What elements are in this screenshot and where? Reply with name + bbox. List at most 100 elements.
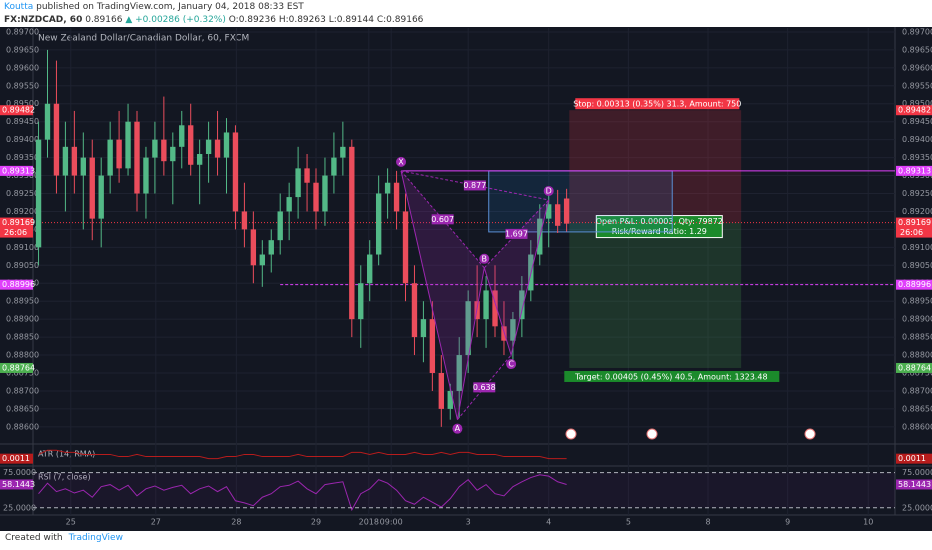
candle-body	[331, 157, 337, 176]
level-tag	[896, 217, 932, 238]
countdown: 26:06	[4, 228, 27, 237]
candle-body	[107, 139, 113, 176]
candle-body	[143, 157, 149, 194]
candle-body	[483, 290, 489, 320]
level-tag	[896, 105, 932, 116]
level-label: 0.89169	[2, 218, 35, 227]
candle-body	[367, 254, 373, 284]
stop-label: Stop: 0.00313 (0.35%) 31.3, Amount: 750	[573, 100, 741, 109]
candle-body	[277, 211, 283, 241]
candle-body	[188, 125, 194, 165]
pattern-fill	[484, 199, 549, 356]
atr-line-value: 0.0011	[2, 454, 30, 463]
ratio-bg	[431, 214, 454, 225]
y-tick-label: 0.88600	[6, 422, 39, 431]
y-tick-label: 0.89700	[902, 27, 932, 36]
candle-body	[304, 168, 310, 183]
candle-body	[420, 319, 427, 338]
pattern-ratio-line	[400, 170, 485, 269]
ratio-label: 0.877	[463, 181, 486, 190]
candle-body	[44, 103, 51, 140]
level-label: 0.88764	[898, 363, 931, 372]
candle-body	[179, 125, 185, 147]
candle-body	[501, 326, 507, 341]
y-tick-label: 0.89500	[6, 99, 39, 108]
level-tag	[0, 105, 33, 116]
y-tick-label: 0.88700	[6, 386, 39, 395]
x-tick-label: 5	[626, 518, 631, 527]
candle-body	[447, 390, 453, 409]
level-tag	[896, 279, 932, 290]
candle-body	[134, 121, 140, 194]
candle-body	[313, 182, 319, 212]
candle-body	[375, 193, 382, 255]
level-label: 0.89482	[2, 106, 35, 115]
candle-body	[295, 168, 301, 198]
level-tag	[896, 362, 932, 373]
y-tick-label: 0.89200	[902, 207, 932, 216]
high: H:0.89263	[278, 15, 326, 25]
brand[interactable]: TradingView	[68, 533, 123, 543]
candle-body	[223, 132, 230, 158]
level-label: 0.89169	[898, 218, 931, 227]
candle-body	[510, 319, 516, 341]
chart: New Zealand Dollar/Canadian Dollar, 60, …	[0, 27, 932, 531]
y-tick-label: 0.89650	[902, 45, 932, 54]
author[interactable]: Koutta	[4, 2, 34, 12]
candle-body	[241, 211, 248, 230]
candle-body	[563, 198, 570, 224]
rsi-line-tag	[896, 479, 932, 490]
x-tick-label: 09:00	[380, 518, 403, 527]
ratio-label: 0.638	[473, 383, 496, 392]
rsi-tick-label: 75.0000	[902, 468, 932, 477]
rsi-tick-label: 25.0000	[3, 503, 36, 512]
candle-body	[71, 146, 78, 176]
y-tick-label: 0.89350	[6, 153, 39, 162]
y-tick-label: 0.89050	[902, 261, 932, 270]
header-line: FX:NZDCAD, 60 0.89166 ▲ +0.00286 (+0.32%…	[4, 14, 423, 27]
pattern-point-bg	[452, 423, 463, 434]
y-tick-label: 0.89450	[6, 117, 39, 126]
y-tick-label: 0.89400	[6, 135, 39, 144]
candle-body	[170, 146, 176, 162]
candle-body	[286, 197, 292, 212]
range-box	[488, 170, 673, 233]
symbol: FX:NZDCAD, 60	[4, 15, 83, 25]
y-tick-label: 0.89600	[6, 63, 39, 72]
candle-body	[53, 103, 60, 176]
candle-body	[465, 301, 471, 356]
y-tick-label: 0.89200	[6, 207, 39, 216]
event-icon[interactable]	[565, 428, 577, 440]
ratio-label: 1.697	[505, 229, 528, 238]
candle-body	[268, 240, 274, 255]
y-tick-label: 0.88650	[6, 404, 39, 413]
candle-body	[411, 283, 418, 338]
pattern-point-bg	[543, 185, 554, 196]
y-tick-label: 0.88800	[6, 351, 39, 360]
candle-body	[205, 139, 212, 155]
ratio-bg	[463, 180, 486, 191]
y-tick-label: 0.88950	[6, 297, 39, 306]
candle-body	[62, 146, 69, 176]
pattern-point-bg	[479, 253, 490, 264]
event-icon[interactable]	[646, 428, 658, 440]
y-tick-label: 0.89550	[6, 81, 39, 90]
pattern-point-label: B	[482, 254, 488, 263]
candle-body	[250, 229, 257, 266]
pattern-point-label: D	[546, 186, 552, 195]
candle-body	[546, 204, 552, 219]
target-label-bg	[564, 370, 780, 382]
y-tick-label: 0.88800	[902, 351, 932, 360]
ratio-bg	[473, 382, 496, 393]
event-icon[interactable]	[804, 428, 816, 440]
level-tag	[0, 217, 33, 238]
y-tick-label: 0.88750	[6, 368, 39, 377]
y-tick-label: 0.88700	[902, 386, 932, 395]
rsi-tick-label: 75.0000	[3, 468, 36, 477]
y-tick-label: 0.89050	[6, 261, 39, 270]
y-tick-label: 0.89100	[6, 243, 39, 252]
y-tick-label: 0.88950	[902, 297, 932, 306]
candle-body	[35, 139, 42, 248]
open: O:0.89236	[228, 15, 276, 25]
